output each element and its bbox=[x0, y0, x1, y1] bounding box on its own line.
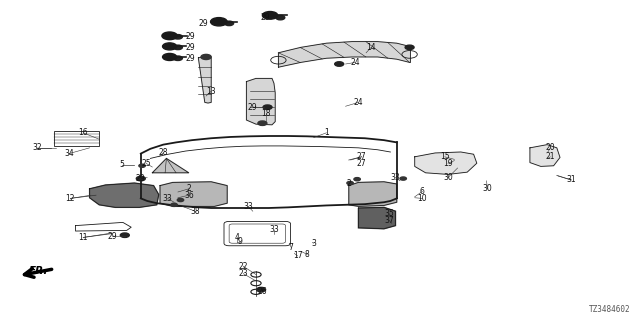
Text: 24: 24 bbox=[353, 98, 364, 107]
Text: 26: 26 bbox=[257, 287, 268, 296]
Text: 2: 2 bbox=[346, 179, 351, 188]
Text: 8: 8 bbox=[305, 250, 310, 259]
Text: 31: 31 bbox=[566, 175, 576, 184]
Text: 18: 18 bbox=[261, 109, 270, 118]
Text: 19: 19 bbox=[443, 159, 453, 168]
Text: 33: 33 bbox=[390, 173, 401, 182]
Polygon shape bbox=[349, 182, 397, 206]
Text: 29: 29 bbox=[186, 54, 196, 63]
Text: 27: 27 bbox=[356, 159, 367, 168]
Text: FR.: FR. bbox=[29, 266, 48, 276]
Text: 30: 30 bbox=[443, 173, 453, 182]
Text: 29: 29 bbox=[186, 32, 196, 41]
FancyBboxPatch shape bbox=[224, 221, 291, 246]
Text: 32: 32 bbox=[32, 143, 42, 152]
Text: 21: 21 bbox=[546, 152, 555, 161]
Text: 29: 29 bbox=[136, 174, 146, 183]
Polygon shape bbox=[246, 78, 275, 125]
Text: 28: 28 bbox=[159, 148, 168, 157]
Text: TZ3484602: TZ3484602 bbox=[589, 305, 630, 314]
Circle shape bbox=[163, 43, 177, 50]
Text: 17: 17 bbox=[292, 252, 303, 260]
Circle shape bbox=[262, 12, 278, 19]
Circle shape bbox=[225, 21, 234, 26]
Text: 6: 6 bbox=[420, 187, 425, 196]
Polygon shape bbox=[530, 145, 560, 166]
Text: 27: 27 bbox=[356, 152, 367, 161]
Polygon shape bbox=[160, 182, 227, 206]
Circle shape bbox=[177, 198, 184, 202]
Text: 7: 7 bbox=[289, 243, 294, 252]
Circle shape bbox=[163, 53, 177, 60]
Circle shape bbox=[347, 181, 353, 185]
Text: 33: 33 bbox=[163, 194, 173, 203]
Polygon shape bbox=[358, 207, 396, 229]
Polygon shape bbox=[90, 183, 159, 207]
Circle shape bbox=[258, 121, 267, 125]
Text: 22: 22 bbox=[239, 262, 248, 271]
Circle shape bbox=[263, 105, 272, 109]
Circle shape bbox=[173, 45, 182, 50]
Text: 36: 36 bbox=[184, 191, 194, 200]
Text: 15: 15 bbox=[440, 152, 450, 161]
Circle shape bbox=[120, 233, 129, 237]
Circle shape bbox=[211, 18, 227, 26]
Text: 38: 38 bbox=[190, 207, 200, 216]
Text: 16: 16 bbox=[78, 128, 88, 137]
Text: 9: 9 bbox=[237, 237, 243, 246]
Circle shape bbox=[162, 32, 177, 40]
Text: 11: 11 bbox=[79, 233, 88, 242]
Circle shape bbox=[335, 62, 344, 66]
Text: 2: 2 bbox=[186, 184, 191, 193]
Circle shape bbox=[405, 45, 414, 50]
Circle shape bbox=[139, 164, 145, 167]
Text: 12: 12 bbox=[66, 194, 75, 203]
Text: 33: 33 bbox=[243, 202, 253, 211]
Text: 1: 1 bbox=[324, 128, 329, 137]
Circle shape bbox=[136, 176, 145, 181]
Text: 23: 23 bbox=[238, 269, 248, 278]
Polygon shape bbox=[415, 152, 477, 174]
FancyBboxPatch shape bbox=[54, 131, 99, 146]
Text: 3: 3 bbox=[311, 239, 316, 248]
Polygon shape bbox=[198, 58, 211, 103]
Circle shape bbox=[201, 54, 211, 60]
Polygon shape bbox=[278, 42, 410, 67]
Circle shape bbox=[173, 56, 182, 60]
Text: 30: 30 bbox=[483, 184, 493, 193]
Text: 14: 14 bbox=[366, 43, 376, 52]
Circle shape bbox=[257, 287, 266, 292]
FancyBboxPatch shape bbox=[229, 224, 285, 243]
Text: 13: 13 bbox=[206, 87, 216, 96]
Circle shape bbox=[400, 177, 406, 180]
Text: 35: 35 bbox=[384, 209, 394, 218]
Text: 29: 29 bbox=[260, 13, 271, 22]
Text: 20: 20 bbox=[545, 143, 556, 152]
Text: 25: 25 bbox=[141, 159, 151, 168]
Polygon shape bbox=[76, 222, 131, 231]
Text: 29: 29 bbox=[248, 103, 258, 112]
Text: 5: 5 bbox=[119, 160, 124, 169]
Circle shape bbox=[173, 35, 182, 39]
Text: 24: 24 bbox=[350, 58, 360, 67]
Text: 29: 29 bbox=[186, 43, 196, 52]
Text: 29: 29 bbox=[198, 19, 209, 28]
Text: 4: 4 bbox=[234, 233, 239, 242]
Polygon shape bbox=[152, 158, 189, 173]
Text: 10: 10 bbox=[417, 194, 428, 203]
Circle shape bbox=[171, 203, 177, 206]
Circle shape bbox=[354, 178, 360, 181]
Circle shape bbox=[276, 15, 285, 20]
Text: 37: 37 bbox=[384, 216, 394, 225]
Text: 33: 33 bbox=[269, 225, 279, 234]
Text: 34: 34 bbox=[64, 149, 74, 158]
Text: 29: 29 bbox=[107, 232, 117, 241]
